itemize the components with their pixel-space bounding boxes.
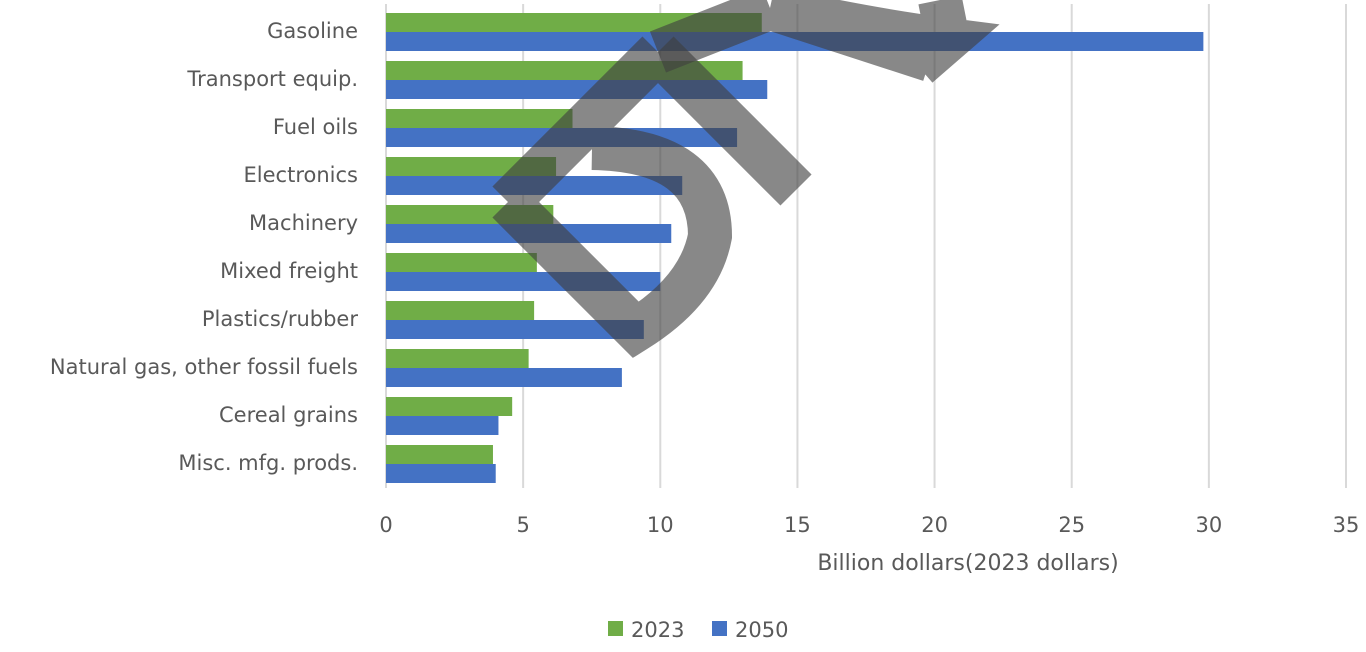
category-label: Electronics [244,163,358,187]
bar-2023-misc-mfg-prods- [386,445,493,464]
value-axis: 0 5 10 15 20 25 30 35 [379,513,1359,537]
category-label: Transport equip. [186,67,358,91]
category-label: Machinery [249,211,358,235]
bar-2023-natural-gas-other-fossil-fuels [386,349,529,368]
category-label: Mixed freight [220,259,358,283]
legend-label-2023: 2023 [631,618,684,642]
category-label: Natural gas, other fossil fuels [50,355,358,379]
bar-2023-plastics-rubber [386,301,535,320]
x-tick-label: 15 [784,513,811,537]
bar-2050-cereal-grains [386,416,499,435]
bar-2050-plastics-rubber [386,320,644,339]
x-axis-title: Billion dollars(2023 dollars) [817,551,1118,576]
x-tick-label: 0 [379,513,392,537]
bar-2023-mixed-freight [386,253,537,272]
bar-2050-gasoline [386,32,1204,51]
category-label: Plastics/rubber [202,307,358,331]
x-tick-label: 10 [647,513,674,537]
bar-2050-misc-mfg-prods- [386,464,496,483]
x-tick-label: 35 [1333,513,1360,537]
category-axis: Gasoline Transport equip. Fuel oils Electro… [50,19,358,475]
x-tick-label: 5 [516,513,529,537]
legend-swatch-2050 [712,621,727,636]
bars [386,13,1204,483]
watermark-letter-d [492,36,812,358]
bar-2023-cereal-grains [386,397,513,416]
x-tick-label: 25 [1058,513,1085,537]
category-label: Fuel oils [273,115,358,139]
bar-2050-natural-gas-other-fossil-fuels [386,368,622,387]
legend: 2023 2050 [608,618,788,642]
category-label: Cereal grains [219,403,358,427]
category-label: Misc. mfg. prods. [178,451,358,475]
bar-2023-fuel-oils [386,109,573,128]
x-tick-label: 30 [1195,513,1222,537]
x-tick-label: 20 [921,513,948,537]
watermark-letter-r [649,0,1000,83]
category-label: Gasoline [267,19,358,43]
watermark [492,0,1000,358]
legend-label-2050: 2050 [735,618,788,642]
legend-swatch-2023 [608,621,623,636]
